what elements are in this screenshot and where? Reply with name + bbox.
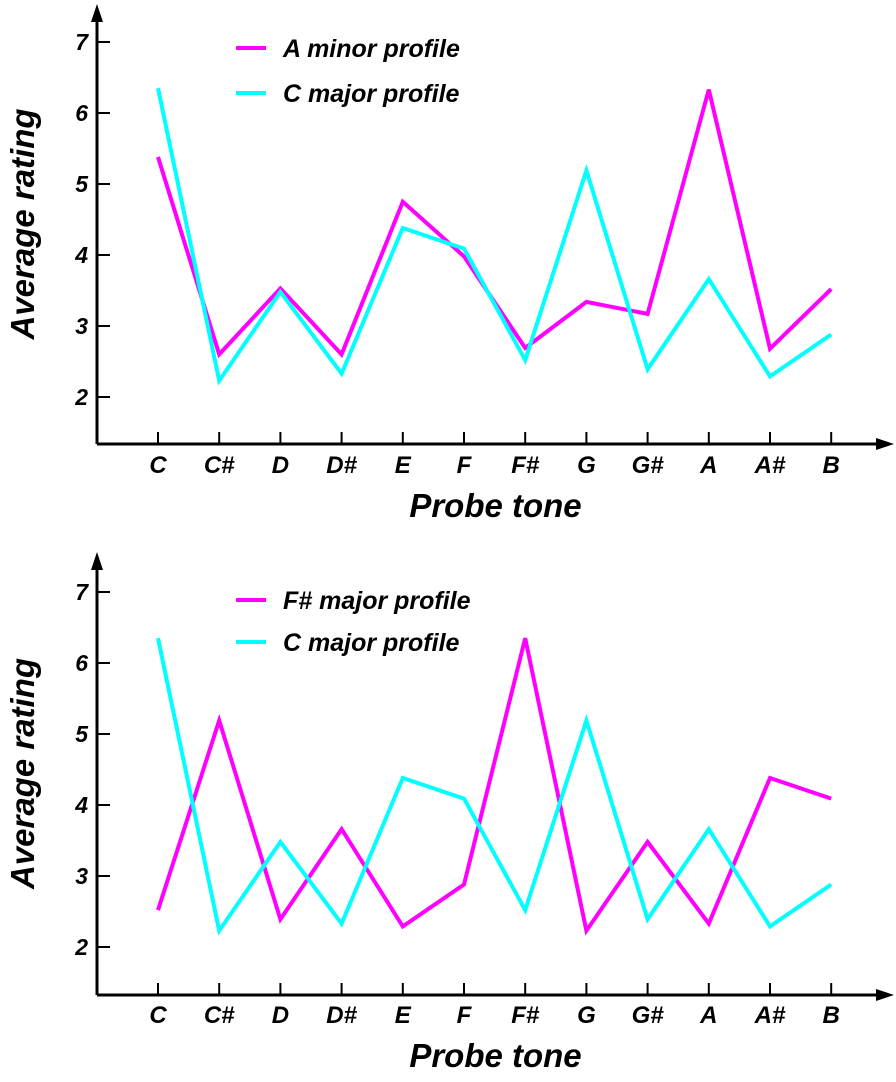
legend-label: F# major profile <box>283 587 471 615</box>
axes: 2 3 4 5 6 7 C C# D D# E F F# G G# A A# B <box>74 4 894 479</box>
x-tick-label: D# <box>326 452 357 479</box>
x-tick-label: A <box>699 452 717 479</box>
y-tick-label: 6 <box>75 650 88 676</box>
x-tick-label: C <box>149 1002 167 1029</box>
x-tick-label: A# <box>754 452 786 479</box>
legend: F# major profile C major profile <box>236 587 471 657</box>
x-axis-arrow-icon <box>876 989 894 1001</box>
y-axis-arrow-icon <box>91 4 103 22</box>
x-tick-label: E <box>395 452 412 479</box>
x-tick-label: C# <box>204 1002 235 1029</box>
chart-panel-bottom: 2 3 4 5 6 7 C C# D D# E F F# G G# A A# B Probe tone Average… <box>4 552 894 1074</box>
y-tick-label: 4 <box>74 792 88 818</box>
y-tick-label: 3 <box>75 313 88 339</box>
x-tick-label: F# <box>511 1002 540 1029</box>
x-tick-label: C# <box>204 452 235 479</box>
y-tick-label: 7 <box>75 29 89 55</box>
x-axis-title: Probe tone <box>409 1037 581 1074</box>
x-tick-label: F <box>457 452 473 479</box>
y-axis-title: Average rating <box>4 658 41 890</box>
y-tick-label: 5 <box>75 721 89 747</box>
x-axis-arrow-icon <box>876 438 894 450</box>
y-axis-title: Average rating <box>4 108 41 340</box>
x-tick-label: G# <box>632 1002 665 1029</box>
x-tick-label: E <box>395 1002 412 1029</box>
series-line-0 <box>156 637 832 936</box>
series-line-1 <box>156 87 833 386</box>
x-tick-label: A# <box>754 1002 786 1029</box>
x-tick-label: G# <box>632 452 665 479</box>
axes: 2 3 4 5 6 7 C C# D D# E F F# G G# A A# B <box>74 552 894 1029</box>
y-tick-label: 6 <box>75 100 88 126</box>
x-tick-label: C <box>149 452 167 479</box>
y-tick-label: 3 <box>75 863 88 889</box>
x-tick-label: B <box>823 452 840 479</box>
legend: A minor profile C major profile <box>236 35 460 108</box>
x-tick-label: D# <box>326 1002 357 1029</box>
legend-label: C major profile <box>283 80 460 108</box>
y-tick-label: 2 <box>74 934 88 960</box>
x-tick-label: F <box>457 1002 473 1029</box>
x-tick-label: D <box>272 1002 289 1029</box>
x-axis-title: Probe tone <box>409 487 581 524</box>
y-tick-label: 4 <box>74 242 88 268</box>
y-tick-label: 5 <box>75 171 89 197</box>
series-line-1 <box>156 637 833 936</box>
y-tick-label: 7 <box>75 579 89 605</box>
legend-label: A minor profile <box>282 35 460 63</box>
x-tick-label: G <box>577 452 596 479</box>
chart-panel-top: 2 3 4 5 6 7 C C# D D# E F F# G G# A A# B Probe tone Average… <box>4 4 894 524</box>
y-axis-arrow-icon <box>91 552 103 570</box>
x-tick-label: A <box>699 1002 717 1029</box>
x-tick-label: D <box>272 452 289 479</box>
x-tick-label: F# <box>511 452 540 479</box>
legend-label: C major profile <box>283 629 460 657</box>
x-tick-label: G <box>577 1002 596 1029</box>
x-tick-label: B <box>823 1002 840 1029</box>
y-tick-label: 2 <box>74 384 88 410</box>
